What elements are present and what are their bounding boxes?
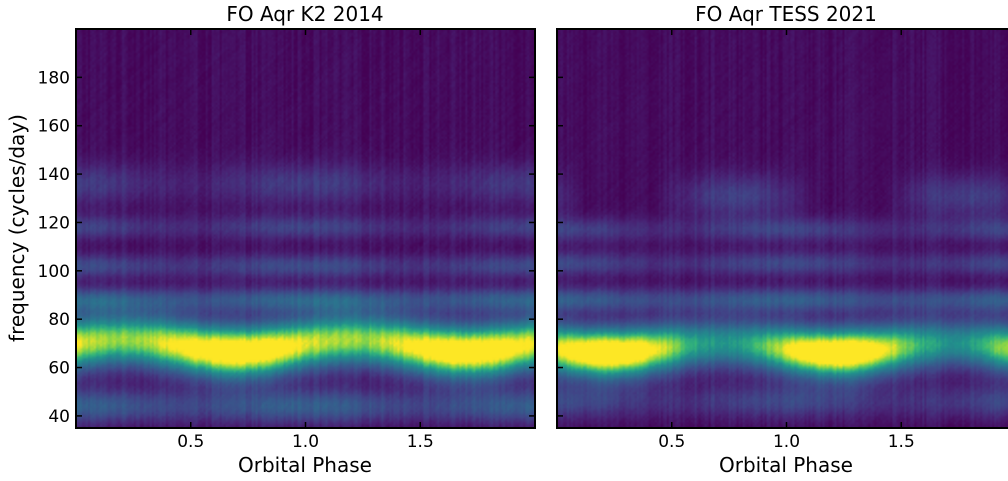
x-tick-label: 1.5 bbox=[407, 432, 434, 452]
y-tick-label: 40 bbox=[48, 407, 70, 427]
y-tick-label: 80 bbox=[48, 310, 70, 330]
x-axis-label-tess: Orbital Phase bbox=[719, 453, 853, 477]
y-tick-label: 180 bbox=[38, 68, 70, 88]
x-tick-label: 1.0 bbox=[773, 432, 800, 452]
x-tick-label: 0.5 bbox=[658, 432, 685, 452]
chart-title-k2: FO Aqr K2 2014 bbox=[226, 2, 383, 26]
x-tick-label: 1.0 bbox=[292, 432, 319, 452]
heatmap-image bbox=[76, 29, 535, 428]
heatmap-panel-k2: FO Aqr K2 2014 Orbital Phase frequency (… bbox=[5, 2, 536, 477]
x-axis-label-k2: Orbital Phase bbox=[238, 453, 372, 477]
y-tick-label: 100 bbox=[38, 262, 70, 282]
y-tick-label: 140 bbox=[38, 165, 70, 185]
x-tick-label: 0.5 bbox=[177, 432, 204, 452]
y-tick-label: 160 bbox=[38, 117, 70, 137]
heatmap-image bbox=[557, 29, 1008, 428]
x-tick-label: 1.5 bbox=[888, 432, 915, 452]
heatmap-panel-tess: FO Aqr TESS 2021 Orbital Phase 0.5 1.0 1.5 bbox=[556, 2, 1008, 477]
y-tick-label: 120 bbox=[38, 213, 70, 233]
y-axis-label: frequency (cycles/day) bbox=[5, 114, 29, 342]
y-tick-label: 60 bbox=[48, 359, 70, 379]
chart-title-tess: FO Aqr TESS 2021 bbox=[695, 2, 877, 26]
